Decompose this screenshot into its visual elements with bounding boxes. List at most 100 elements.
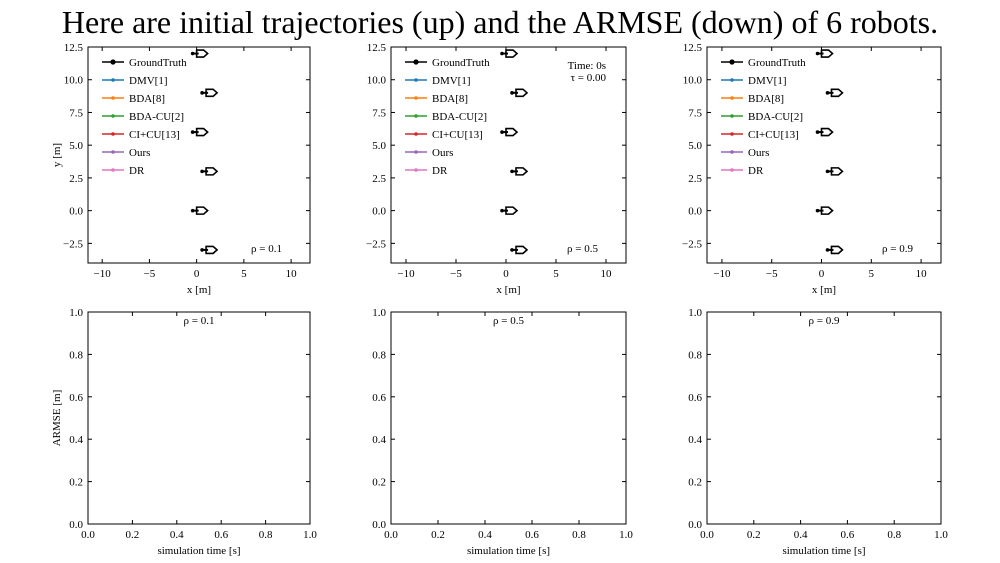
trajectory-point: [815, 130, 820, 134]
robot-body: [830, 245, 844, 255]
x-tick-label: 0.8: [259, 529, 273, 541]
x-tick-label: 1.0: [303, 529, 317, 541]
plot-frame: [706, 46, 942, 264]
trajectory-point: [200, 91, 204, 95]
x-tick-label: 0.8: [887, 529, 901, 541]
legend-marker: [729, 59, 735, 65]
legend-label: BDA-CU[2]: [432, 111, 487, 123]
robot-body: [830, 167, 844, 176]
trajectory-point: [825, 248, 830, 252]
legend-label: DMV[1]: [748, 75, 787, 87]
robot-body: [205, 88, 219, 98]
trajectory-point: [200, 169, 204, 174]
trajectory-point: [500, 51, 504, 56]
x-tick-label: 0: [194, 268, 200, 280]
x-tick-label: 5: [869, 268, 875, 280]
y-tick-label: 7.5: [372, 107, 386, 119]
chart-panel-3: −10 −5 0 5 10 −2.5 0.0 2.5 5.0 7.5 10.0 12.5 x [m] Gr…: [682, 42, 942, 296]
robot-marker: [825, 167, 844, 176]
legend-marker: [111, 78, 115, 82]
legend-label: CI+CU[13]: [432, 129, 483, 141]
legend-label: DMV[1]: [432, 75, 471, 87]
robot-body: [195, 127, 209, 137]
legend-marker: [111, 114, 115, 118]
y-tick-label: 0.0: [69, 519, 83, 531]
x-tick-label: 10: [916, 268, 928, 280]
page-title: Here are initial trajectories (up) and t…: [61, 4, 939, 40]
plot-frame: [390, 311, 627, 525]
x-axis-label: simulation time [s]: [467, 545, 550, 557]
x-tick-label: 0: [503, 268, 509, 280]
legend-label: CI+CU[13]: [748, 129, 799, 141]
x-tick-label: 0.2: [126, 529, 140, 541]
x-tick-label: 10: [286, 268, 298, 280]
y-tick-label: 2.5: [372, 173, 386, 185]
x-axis-label: simulation time [s]: [782, 545, 865, 557]
legend-marker: [111, 132, 115, 136]
robot-marker: [500, 127, 519, 137]
rho-annotation: ρ = 0.5: [493, 315, 524, 327]
x-tick-label: −10: [713, 268, 731, 280]
robot-marker: [825, 88, 844, 98]
robot-marker: [510, 167, 529, 176]
robot-marker: [815, 206, 834, 215]
x-axis-label: x [m]: [187, 284, 211, 296]
x-tick-label: 0.4: [478, 529, 492, 541]
robot-body: [820, 49, 834, 58]
x-tick-label: 1.0: [619, 529, 633, 541]
x-axis-label: x [m]: [496, 284, 520, 296]
y-tick-label: 0.2: [688, 477, 702, 489]
legend-label: BDA[8]: [432, 93, 468, 105]
trajectory-point: [500, 130, 504, 134]
legend-marker: [413, 59, 419, 65]
x-tick-label: −5: [450, 268, 462, 280]
x-tick-label: −5: [766, 268, 778, 280]
x-tick-label: 1.0: [934, 529, 948, 541]
robot-marker: [510, 88, 529, 98]
trajectory-point: [510, 169, 514, 174]
y-tick-label: 0.0: [372, 206, 386, 218]
rho-annotation: ρ = 0.5: [567, 243, 598, 255]
legend-marker: [414, 114, 418, 118]
time-readout: Time: 0s: [568, 60, 606, 72]
chart-panel-2: −10 −5 0 5 10 −2.5 0.0 2.5 5.0 7.5 10.0 12.5 x [m] Gr…: [366, 42, 627, 296]
legend-label: BDA-CU[2]: [748, 111, 803, 123]
y-tick-label: 0.0: [372, 519, 386, 531]
y-tick-label: 2.5: [688, 173, 702, 185]
y-tick-label: 0.2: [69, 477, 83, 489]
robot-marker: [825, 245, 844, 255]
x-tick-label: 0.4: [170, 529, 184, 541]
robot-body: [505, 49, 519, 58]
legend-label: Ours: [129, 147, 150, 159]
y-axis-label: y [m]: [51, 143, 63, 167]
y-tick-label: 10.0: [367, 75, 387, 87]
x-tick-label: −10: [94, 268, 112, 280]
robot-marker: [200, 245, 219, 255]
y-tick-label: 12.5: [64, 42, 84, 54]
robot-body: [505, 206, 519, 215]
robot-marker: [190, 127, 209, 137]
y-tick-label: 0.0: [69, 206, 83, 218]
chart-panel-5: 0.0 0.2 0.4 0.6 0.8 1.0 0.0 0.2 0.4 0.6 0.8 1.0 simu…: [372, 307, 633, 557]
y-tick-label: −2.5: [63, 238, 83, 250]
trajectory-point: [510, 248, 514, 252]
trajectory-point: [825, 91, 830, 95]
x-tick-label: 5: [553, 268, 559, 280]
y-tick-label: 0.4: [688, 434, 702, 446]
x-tick-label: 0.4: [794, 529, 808, 541]
robot-marker: [190, 206, 209, 215]
legend-marker: [414, 96, 418, 100]
y-tick-label: 0.6: [372, 392, 386, 404]
robot-body: [195, 49, 209, 58]
x-tick-label: −10: [397, 268, 415, 280]
x-axis-label: simulation time [s]: [157, 545, 240, 557]
x-tick-label: 0.0: [700, 529, 714, 541]
x-tick-label: 0.2: [747, 529, 761, 541]
robot-body: [505, 127, 519, 137]
trajectory-point: [500, 208, 504, 213]
y-tick-label: 7.5: [688, 107, 702, 119]
y-tick-label: 1.0: [69, 307, 83, 319]
y-tick-label: 12.5: [367, 42, 387, 54]
robot-body: [515, 88, 529, 98]
trajectory-point: [200, 248, 204, 252]
